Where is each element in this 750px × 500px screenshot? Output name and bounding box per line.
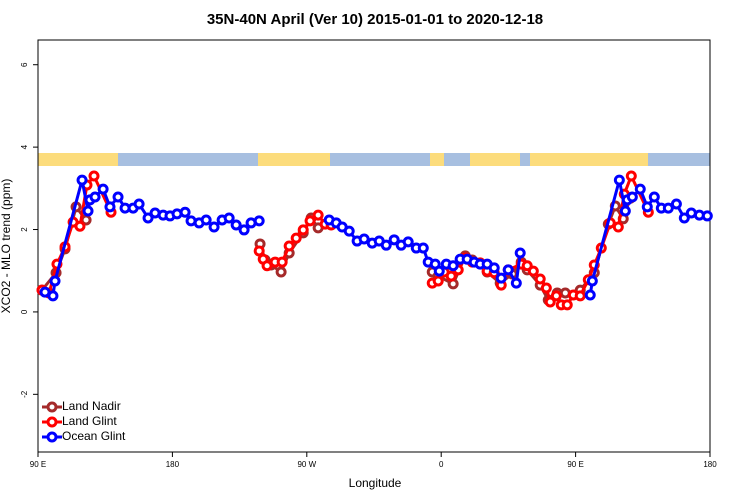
data-point <box>142 212 154 224</box>
legend-label: Ocean Glint <box>62 429 126 443</box>
data-point <box>402 236 414 248</box>
y-axis-label: XCO2 - MLO trend (ppm) <box>0 179 13 314</box>
legend-marker <box>46 401 58 413</box>
data-point <box>343 225 355 237</box>
data-point <box>619 205 631 217</box>
data-point <box>574 290 586 302</box>
land-band <box>430 153 444 166</box>
legend-marker <box>46 416 58 428</box>
data-point <box>662 202 674 214</box>
data-point <box>584 289 596 301</box>
data-point <box>276 256 288 268</box>
data-point <box>358 233 370 245</box>
plot-frame <box>37 39 711 453</box>
x-tick-label: 180 <box>703 460 717 469</box>
data-point <box>49 275 61 287</box>
land-band <box>258 153 330 166</box>
data-point <box>544 296 556 308</box>
data-point <box>312 209 324 221</box>
data-point <box>133 198 145 210</box>
data-point <box>304 215 316 227</box>
data-point <box>230 219 242 231</box>
data-point <box>540 282 552 294</box>
data-point <box>445 270 457 282</box>
legend-label: Land Glint <box>62 414 117 428</box>
data-point <box>612 221 624 233</box>
y-tick-label: -2 <box>20 390 29 398</box>
data-point <box>283 240 295 252</box>
y-tick-label: 6 <box>20 62 29 67</box>
data-point <box>380 239 392 251</box>
data-point <box>502 264 514 276</box>
data-point <box>97 183 109 195</box>
surface-band <box>38 153 710 166</box>
data-point <box>670 198 682 210</box>
x-tick-label: 90 W <box>297 460 316 469</box>
data-point <box>648 191 660 203</box>
data-point <box>613 174 625 186</box>
data-point <box>561 299 573 311</box>
x-axis-label: Longitude <box>349 476 402 490</box>
data-point <box>447 260 459 272</box>
data-point <box>223 212 235 224</box>
data-point <box>297 224 309 236</box>
y-tick-label: 0 <box>20 309 29 314</box>
data-point <box>625 170 637 182</box>
data-point <box>88 170 100 182</box>
data-point <box>586 275 598 287</box>
series-line <box>44 179 260 299</box>
data-point <box>208 221 220 233</box>
data-point <box>179 206 191 218</box>
data-point <box>527 265 539 277</box>
data-point <box>701 210 713 222</box>
data-point <box>495 272 507 284</box>
data-point <box>514 247 526 259</box>
data-point <box>253 245 265 257</box>
data-point <box>432 275 444 287</box>
data-point <box>76 174 88 186</box>
data-point <box>238 224 250 236</box>
land-band <box>470 153 520 166</box>
data-point <box>82 205 94 217</box>
data-point <box>112 191 124 203</box>
chart-title: 35N-40N April (Ver 10) 2015-01-01 to 202… <box>207 11 543 28</box>
data-point <box>626 191 638 203</box>
data-point <box>200 214 212 226</box>
x-tick-label: 0 <box>439 460 444 469</box>
legend-marker <box>46 431 58 443</box>
data-point <box>89 191 101 203</box>
x-tick-label: 90 E <box>567 460 583 469</box>
data-point <box>534 273 546 285</box>
series-line <box>588 179 708 296</box>
data-point <box>261 260 273 272</box>
data-point <box>47 290 59 302</box>
data-point <box>290 232 302 244</box>
y-tick-label: 2 <box>20 227 29 232</box>
y-tick-label: 4 <box>20 144 29 149</box>
data-point <box>678 212 690 224</box>
data-point <box>74 220 86 232</box>
data-point <box>641 201 653 213</box>
land-band <box>38 153 118 166</box>
data-point <box>275 266 287 278</box>
data-point <box>510 277 522 289</box>
x-tick-label: 180 <box>166 460 180 469</box>
data-point <box>634 183 646 195</box>
data-point <box>550 290 562 302</box>
data-point <box>253 215 265 227</box>
data-point <box>433 265 445 277</box>
data-point <box>388 234 400 246</box>
data-point <box>488 262 500 274</box>
data-point <box>104 201 116 213</box>
legend-label: Land Nadir <box>62 399 121 413</box>
data-point <box>417 242 429 254</box>
land-band <box>530 153 648 166</box>
x-tick-label: 90 E <box>30 460 46 469</box>
